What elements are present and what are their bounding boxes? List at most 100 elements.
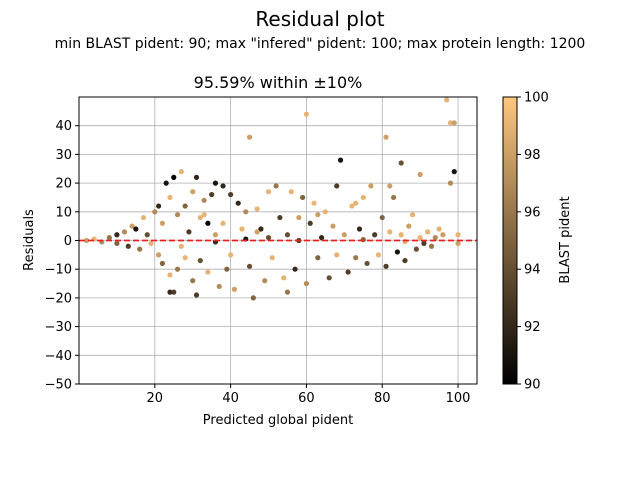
colorbar-gradient — [502, 96, 518, 385]
data-point — [447, 180, 454, 186]
data-point — [235, 200, 241, 206]
y-tick-label: 10 — [55, 205, 72, 220]
data-point — [193, 174, 200, 180]
data-point — [353, 255, 359, 261]
plot-area: 20 40 60 80 100 −50 −40 −30 −20 −10 0 10 20 30 40 — [45, 96, 478, 406]
x-axis-label: Predicted global pident — [203, 413, 353, 428]
data-point — [398, 232, 404, 238]
data-point — [409, 212, 416, 218]
data-point — [360, 194, 366, 201]
colorbar-ticks: 90 92 94 96 98 100 — [517, 91, 549, 393]
data-point — [159, 220, 165, 226]
data-point — [334, 252, 340, 258]
data-point — [307, 220, 313, 226]
data-point — [163, 180, 169, 186]
data-point — [174, 212, 181, 218]
data-point — [197, 214, 203, 221]
y-axis-label: Residuals — [22, 209, 37, 271]
data-point — [212, 232, 219, 238]
data-point — [262, 278, 268, 284]
data-point — [455, 232, 461, 238]
data-point — [425, 229, 431, 235]
data-point — [243, 209, 249, 215]
data-point — [178, 169, 184, 175]
y-axis-ticks: −50 −40 −30 −20 −10 0 10 20 30 40 — [45, 119, 79, 393]
data-point — [197, 257, 203, 264]
data-point — [455, 240, 461, 246]
data-point — [269, 255, 275, 261]
data-point — [440, 232, 446, 238]
data-point — [341, 232, 347, 238]
data-point — [364, 260, 370, 267]
data-point — [421, 240, 427, 246]
data-point — [379, 214, 385, 221]
data-point — [345, 269, 351, 275]
data-point — [144, 232, 150, 238]
plot-title: 95.59% within ±10% — [194, 73, 363, 92]
data-point — [201, 197, 207, 203]
data-point — [284, 289, 291, 295]
data-point — [277, 214, 283, 221]
y-tick-label: −50 — [45, 378, 72, 393]
data-point — [167, 194, 173, 201]
data-point — [402, 257, 408, 264]
data-point — [114, 232, 120, 238]
data-point — [209, 191, 215, 198]
data-point — [265, 235, 272, 241]
x-tick-label: 20 — [147, 391, 164, 406]
y-tick-label: 40 — [55, 119, 72, 134]
data-point — [246, 134, 253, 140]
data-point — [353, 200, 359, 206]
data-point — [428, 243, 435, 249]
data-point — [239, 226, 245, 232]
data-point — [178, 243, 184, 249]
x-tick-label: 60 — [298, 391, 315, 406]
data-point — [140, 214, 147, 221]
data-point — [171, 289, 177, 295]
y-tick-label: −30 — [45, 320, 72, 335]
data-point — [383, 134, 389, 140]
data-point — [417, 235, 423, 241]
data-point — [167, 289, 173, 295]
data-point — [83, 237, 90, 244]
data-point — [432, 235, 438, 241]
data-point — [300, 194, 306, 201]
data-point — [387, 183, 393, 189]
data-point — [156, 203, 162, 209]
data-point — [326, 275, 332, 281]
data-point — [152, 209, 158, 215]
data-point — [315, 255, 321, 261]
data-point — [182, 255, 188, 261]
data-point — [391, 194, 397, 201]
data-point — [137, 246, 143, 252]
colorbar-label: BLAST pident — [558, 196, 573, 283]
figure-suptitle: Residual plot — [255, 7, 384, 31]
data-point — [375, 252, 382, 258]
data-point — [447, 120, 454, 126]
data-point — [258, 226, 264, 232]
data-point — [322, 209, 328, 215]
data-point — [228, 252, 234, 258]
data-point — [406, 223, 412, 229]
colorbar-tick-label: 100 — [524, 91, 549, 106]
data-point — [193, 292, 200, 298]
data-point — [156, 252, 162, 258]
data-point — [394, 249, 400, 255]
data-point — [273, 183, 279, 189]
data-point — [451, 120, 457, 126]
data-point — [281, 275, 287, 281]
data-point — [167, 272, 173, 278]
x-tick-label: 100 — [446, 391, 471, 406]
data-point — [368, 183, 374, 189]
x-tick-label: 80 — [374, 391, 391, 406]
data-point — [334, 183, 340, 189]
data-point — [254, 206, 260, 212]
data-point — [451, 169, 457, 175]
data-point — [129, 223, 135, 229]
data-point — [190, 189, 196, 195]
data-point — [303, 280, 310, 287]
figure-subtitle: min BLAST pident: 90; max "infered" pide… — [55, 36, 586, 52]
x-axis-ticks: 20 40 60 80 100 — [147, 384, 471, 406]
data-point — [303, 111, 310, 117]
data-point — [114, 240, 120, 246]
